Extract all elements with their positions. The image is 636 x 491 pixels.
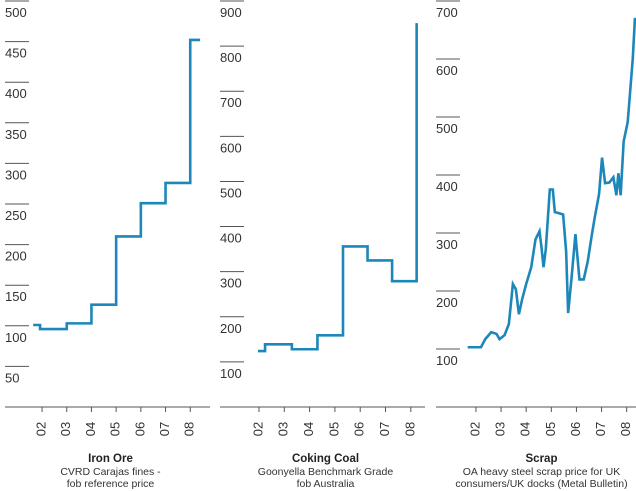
panel-subtitle: OA heavy steel scrap price for UK	[463, 466, 621, 478]
y-tick-label: 450	[5, 46, 27, 61]
x-tick-label: 02	[467, 422, 482, 436]
panel-subtitle: Goonyella Benchmark Grade	[258, 466, 394, 478]
x-tick-label: 07	[157, 422, 172, 436]
x-tick-label: 04	[83, 422, 98, 436]
panel-subtitle: consumers/UK docks (Metal Bulletin)	[455, 478, 627, 490]
y-tick-label: 500	[220, 185, 242, 200]
x-tick-label: 04	[518, 422, 533, 436]
x-tick-label: 06	[352, 422, 367, 436]
x-tick-label: 07	[593, 422, 608, 436]
x-tick-label: 03	[58, 422, 73, 436]
y-tick-label: 300	[436, 237, 458, 252]
x-tick-label: 05	[108, 422, 123, 436]
panel-subtitle: fob Australia	[297, 478, 355, 490]
y-tick-label: 100	[436, 353, 458, 368]
x-tick-label: 06	[568, 422, 583, 436]
y-tick-label: 200	[220, 321, 242, 336]
panel-title: Scrap	[526, 453, 558, 465]
x-tick-label: 03	[493, 422, 508, 436]
x-tick-label: 02	[250, 422, 265, 436]
data-line	[257, 23, 418, 353]
y-tick-label: 900	[220, 5, 242, 20]
y-tick-label: 600	[220, 140, 242, 155]
x-tick-label: 07	[377, 422, 392, 436]
y-tick-label: 100	[5, 330, 27, 345]
y-tick-label: 100	[220, 366, 242, 381]
x-tick-label: 08	[618, 422, 633, 436]
x-tick-label: 05	[326, 422, 341, 436]
y-tick-label: 600	[436, 63, 458, 78]
data-line	[467, 17, 636, 349]
y-tick-label: 300	[5, 167, 27, 182]
x-tick-label: 06	[132, 422, 147, 436]
y-tick-label: 350	[5, 127, 27, 142]
y-tick-label: 500	[5, 5, 27, 20]
y-tick-label: 200	[436, 295, 458, 310]
y-tick-label: 400	[5, 86, 27, 101]
panel-title: Coking Coal	[292, 453, 359, 465]
y-tick-label: 50	[5, 370, 19, 385]
x-tick-label: 04	[301, 422, 316, 436]
y-tick-label: 700	[436, 5, 458, 20]
panel-subtitle: CVRD Carajas fines -	[60, 466, 161, 478]
x-tick-label: 08	[182, 422, 197, 436]
x-tick-label: 05	[543, 422, 558, 436]
y-tick-label: 300	[220, 276, 242, 291]
panel-title: Iron Ore	[88, 453, 133, 465]
y-tick-label: 400	[220, 231, 242, 246]
x-tick-label: 03	[276, 422, 291, 436]
y-tick-label: 150	[5, 289, 27, 304]
x-tick-label: 08	[402, 422, 417, 436]
panel-subtitle: fob reference price	[67, 478, 155, 490]
y-tick-label: 500	[436, 121, 458, 136]
y-tick-label: 700	[220, 95, 242, 110]
x-tick-label: 02	[33, 422, 48, 436]
y-tick-label: 400	[436, 179, 458, 194]
data-line	[33, 38, 201, 331]
y-tick-label: 800	[220, 50, 242, 65]
y-tick-label: 250	[5, 208, 27, 223]
y-tick-label: 200	[5, 249, 27, 264]
